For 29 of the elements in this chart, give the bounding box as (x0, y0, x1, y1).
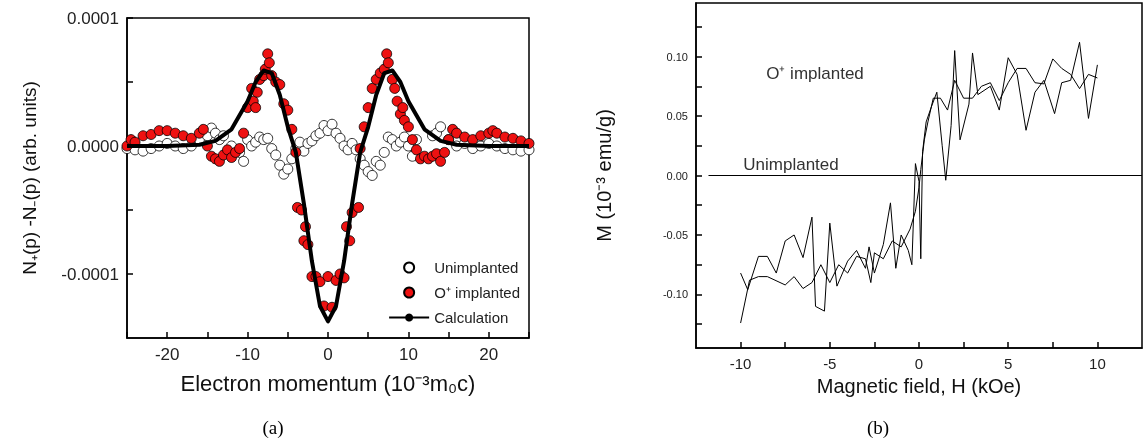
x-tick-label: -20 (154, 345, 180, 364)
y-axis-title: N₊(p) -N₋(p) (arb. units) (19, 81, 40, 275)
y-tick-label: -0.10 (662, 288, 688, 301)
x-tick-label: 10 (1089, 355, 1106, 372)
y-tick-label: -0.05 (662, 228, 688, 241)
y-tick-label: 0.0000 (67, 136, 119, 156)
x-tick-label: 0 (323, 345, 333, 364)
legend-label: Calculation (434, 309, 509, 326)
y-axis-title: M (10⁻³ emu/g) (593, 109, 615, 242)
y-tick-label: -0.0001 (61, 264, 119, 284)
x-tick-label: -10 (729, 355, 752, 372)
x-tick-label: 5 (1004, 355, 1013, 372)
annotation: Unimplanted (743, 154, 839, 174)
legend-label: O⁺ implanted (434, 284, 520, 301)
x-tick-label: -5 (823, 355, 837, 372)
text: (b) (866, 416, 890, 439)
x-axis-title: Magnetic field, H (kOe) (816, 374, 1022, 397)
y-tick-label: 0.05 (666, 110, 688, 123)
x-tick-label: 0 (914, 355, 924, 372)
legend-label: Unimplanted (434, 259, 519, 276)
y-tick-label: 0.10 (666, 50, 688, 63)
x-axis-title: Electron momentum (10⁻³m₀c) (180, 370, 476, 396)
x-tick-label: 10 (398, 345, 418, 364)
annotation: O⁺ implanted (766, 63, 864, 83)
y-tick-label: 0.00 (666, 169, 688, 182)
x-tick-label: -10 (235, 345, 260, 364)
x-tick-label: 20 (479, 345, 499, 364)
text: (a) (262, 416, 284, 439)
y-tick-label: 0.0001 (67, 8, 119, 28)
